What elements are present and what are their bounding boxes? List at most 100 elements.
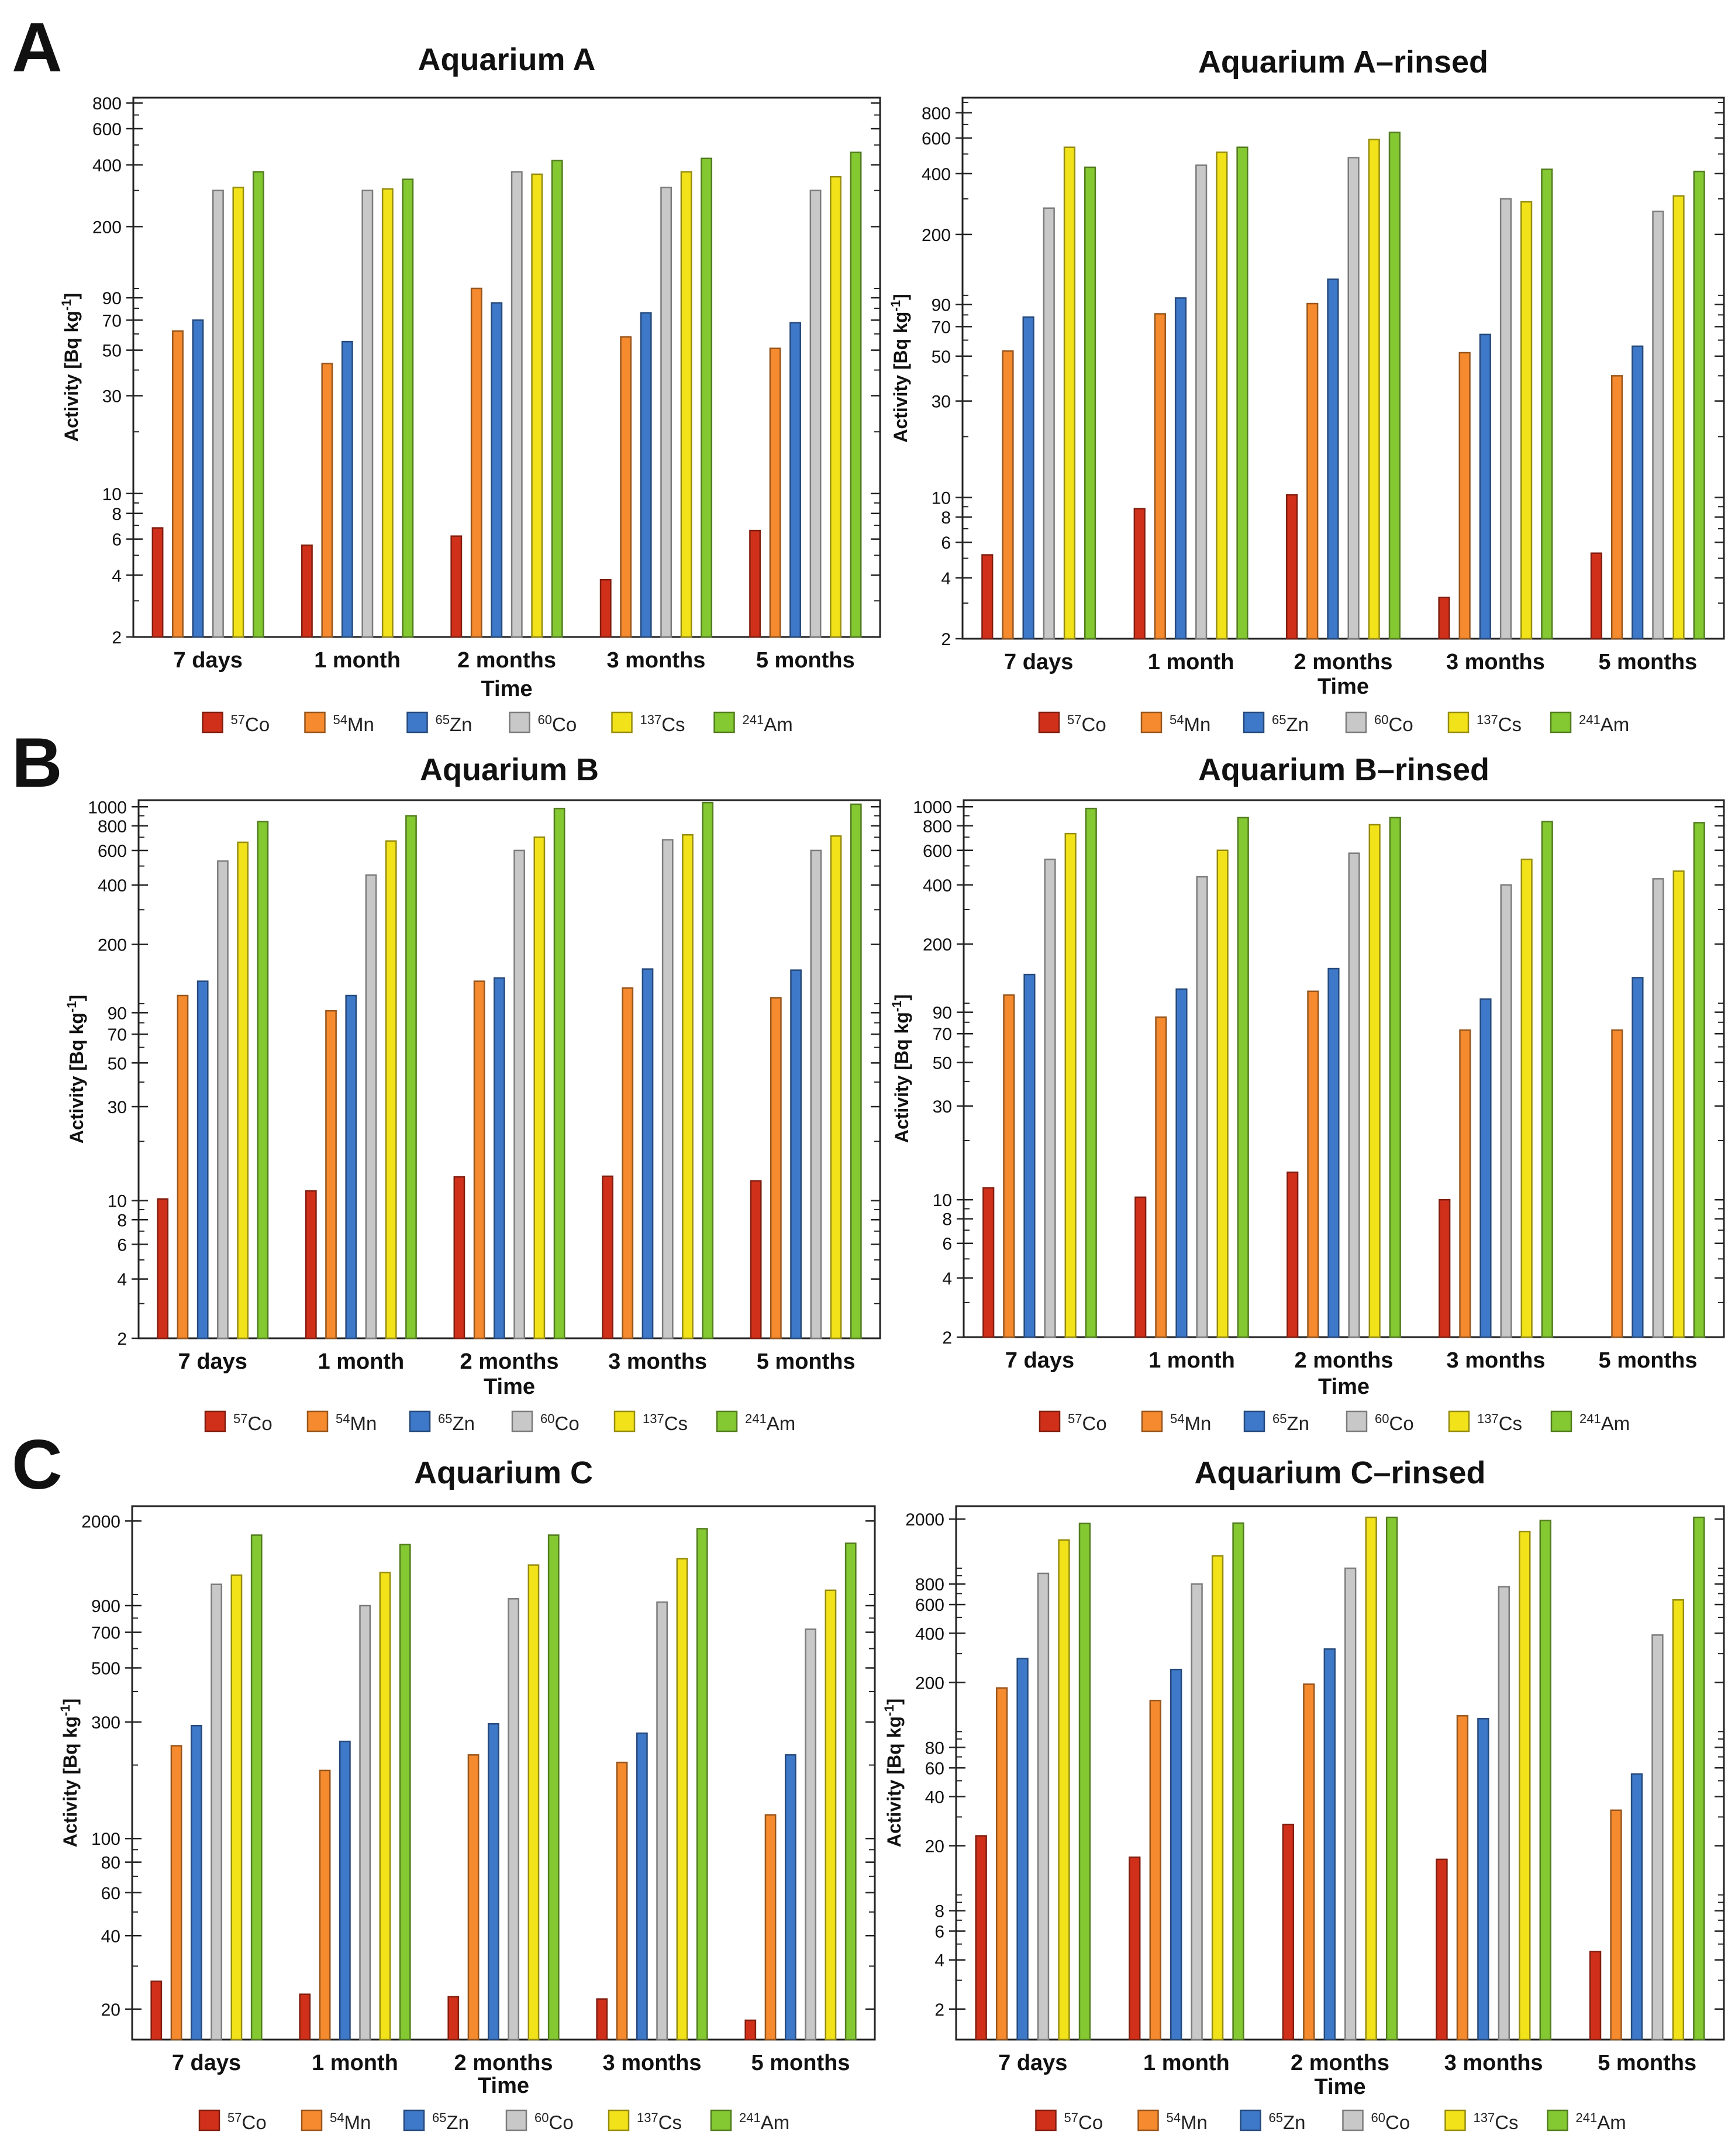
x-tick-label: 7 days bbox=[1005, 1348, 1074, 1373]
bar-54mn-1-month bbox=[1149, 1699, 1161, 2041]
y-tick-label: 1000 bbox=[88, 798, 127, 817]
bar-137cs-2-months bbox=[1368, 824, 1381, 1338]
bar-54mn-3-months bbox=[1459, 1029, 1471, 1338]
y-tick-label: 8 bbox=[112, 505, 122, 524]
legend-swatch-cs137 bbox=[611, 711, 633, 733]
bar-60co-7-days bbox=[1043, 207, 1055, 640]
bar-57co-3-months bbox=[1436, 1858, 1448, 2041]
y-tick-label: 400 bbox=[98, 876, 127, 896]
legend-label: 54Mn bbox=[1170, 1411, 1211, 1434]
y-tick-label: 1000 bbox=[913, 798, 952, 817]
legend-label: 65Zn bbox=[436, 712, 472, 735]
x-tick-label: 2 months bbox=[1295, 1348, 1394, 1373]
legend-label: 137Cs bbox=[640, 712, 685, 735]
x-tick-label: 3 months bbox=[1447, 1348, 1546, 1373]
x-tick-label: 2 months bbox=[457, 648, 556, 673]
x-axis-label: Time bbox=[481, 677, 532, 701]
bar-137cs-2-months bbox=[531, 173, 543, 638]
legend-label: 60Co bbox=[534, 2110, 574, 2133]
bar-137cs-3-months bbox=[1520, 858, 1533, 1338]
bar-54mn-5-months bbox=[770, 997, 782, 1339]
legend-swatch-co57 bbox=[204, 1410, 226, 1432]
y-tick-label: 6 bbox=[942, 1235, 952, 1254]
y-tick-label: 600 bbox=[915, 1596, 944, 1615]
bar-54mn-3-months bbox=[616, 1761, 628, 2041]
x-tick-label: 1 month bbox=[318, 1349, 405, 1374]
legend-label: 65Zn bbox=[1272, 1411, 1309, 1434]
bar-65zn-3-months bbox=[1479, 998, 1492, 1338]
y-tick-label: 100 bbox=[91, 1830, 120, 1849]
bar-54mn-7-days bbox=[177, 994, 189, 1339]
y-tick-label: 200 bbox=[922, 226, 951, 245]
legend-label: 57Co bbox=[1067, 712, 1106, 735]
legend-label: 65Zn bbox=[438, 1411, 475, 1434]
bar-57co-7-days bbox=[975, 1835, 987, 2041]
legend-label: 137Cs bbox=[1474, 2110, 1519, 2133]
legend-swatch-mn54 bbox=[1141, 1410, 1163, 1432]
bar-54mn-3-months bbox=[620, 336, 632, 638]
x-tick-label: 7 days bbox=[1004, 650, 1073, 674]
legend-swatch-co60 bbox=[511, 1410, 533, 1432]
bar-137cs-2-months bbox=[1368, 139, 1380, 640]
bar-57co-1-month bbox=[1134, 1196, 1147, 1338]
y-tick-label: 90 bbox=[108, 1004, 127, 1023]
legend-swatch-co60 bbox=[1345, 711, 1367, 733]
y-tick-label: 70 bbox=[933, 1025, 952, 1044]
bar-60co-3-months bbox=[1500, 884, 1512, 1338]
bar-137cs-1-month bbox=[1216, 849, 1229, 1338]
y-axis-label: Activity [Bq kg-1] bbox=[889, 994, 912, 1143]
bar-241am-7-days bbox=[1085, 807, 1097, 1338]
bar-137cs-5-months bbox=[825, 1589, 837, 2041]
bar-65zn-2-months bbox=[494, 977, 505, 1339]
y-tick-label: 8 bbox=[942, 1210, 952, 1229]
bar-60co-1-month bbox=[1196, 876, 1208, 1338]
bar-60co-7-days bbox=[212, 190, 224, 638]
legend-swatch-mn54 bbox=[304, 711, 326, 733]
y-tick-label: 4 bbox=[934, 1951, 944, 1971]
y-tick-label: 400 bbox=[922, 165, 951, 184]
chart-2: Aquarium A–rinsed 2 4 6 810 30 50 70 90 200 400 600… bbox=[888, 44, 1725, 735]
legend-swatch-zn65 bbox=[409, 1410, 431, 1432]
legend-label: 54Mn bbox=[1170, 712, 1210, 735]
bar-60co-1-month bbox=[359, 1604, 371, 2041]
legend-swatch-co60 bbox=[505, 2109, 527, 2131]
y-tick-label: 10 bbox=[108, 1192, 127, 1211]
bar-241am-7-days bbox=[1078, 1523, 1091, 2041]
bar-65zn-1-month bbox=[1174, 297, 1187, 640]
y-tick-label: 2 bbox=[941, 630, 951, 649]
legend-swatch-am241 bbox=[713, 711, 735, 733]
bar-241am-3-months bbox=[702, 801, 714, 1339]
x-tick-label: 2 months bbox=[1291, 2051, 1389, 2075]
x-tick-label: 5 months bbox=[751, 2051, 850, 2075]
y-tick-label: 400 bbox=[92, 156, 122, 175]
bar-65zn-3-months bbox=[1477, 1718, 1489, 2041]
y-tick-label: 50 bbox=[108, 1054, 127, 1073]
bar-54mn-2-months bbox=[1306, 302, 1319, 640]
chart-title: Aquarium A–rinsed bbox=[1198, 44, 1488, 80]
bar-65zn-7-days bbox=[1016, 1658, 1029, 2041]
legend-label: 241Am bbox=[1579, 1411, 1630, 1434]
y-tick-label: 800 bbox=[915, 1575, 944, 1594]
bar-137cs-2-months bbox=[533, 836, 546, 1339]
y-tick-label: 80 bbox=[925, 1738, 944, 1758]
x-axis-label: Time bbox=[484, 1375, 535, 1399]
legend-swatch-zn65 bbox=[1243, 1410, 1265, 1432]
bar-65zn-3-months bbox=[640, 312, 652, 638]
x-tick-label: 3 months bbox=[606, 648, 705, 673]
plot-frame bbox=[961, 97, 1725, 640]
bar-57co-2-months bbox=[1286, 1171, 1299, 1338]
bar-65zn-7-days bbox=[1023, 973, 1036, 1338]
x-tick-label: 3 months bbox=[608, 1349, 707, 1374]
bar-57co-1-month bbox=[299, 1993, 311, 2041]
legend-label: 57Co bbox=[1064, 2110, 1103, 2133]
chart-5: Aquarium C 20 40 60 80 100 300 500 700 900 2000 Act… bbox=[58, 1455, 876, 2133]
y-tick-label: 60 bbox=[101, 1884, 120, 1903]
legend: 57Co 54Mn 65Zn 60Co 137Cs 241Am bbox=[1035, 2109, 1626, 2133]
x-tick-label: 2 months bbox=[460, 1349, 559, 1374]
bar-57co-1-month bbox=[1129, 1857, 1141, 2041]
legend-swatch-co57 bbox=[198, 2109, 220, 2131]
y-tick-label: 900 bbox=[91, 1597, 120, 1616]
bar-241am-5-months bbox=[850, 151, 862, 638]
y-tick-label: 800 bbox=[98, 817, 127, 836]
